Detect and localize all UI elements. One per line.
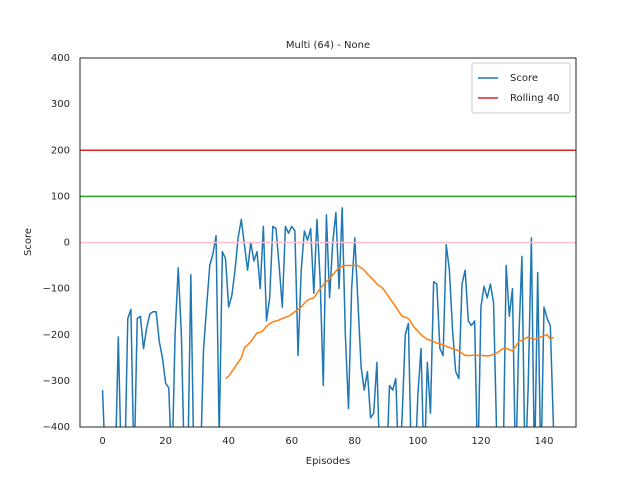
y-tick-label: 300 [51, 99, 70, 110]
data-line [101, 207, 555, 427]
x-axis-label: Episodes [306, 456, 350, 467]
y-tick-label: −300 [43, 376, 70, 387]
plot-area [80, 149, 576, 427]
x-tick-label: 140 [534, 436, 553, 447]
y-tick-label: 400 [51, 53, 70, 64]
y-tick-label: 100 [51, 191, 70, 202]
y-tick-label: −400 [43, 422, 70, 433]
y-tick-label: −200 [43, 330, 70, 341]
x-tick-label: 20 [159, 436, 172, 447]
y-tick-label: 200 [51, 145, 70, 156]
chart-title: Multi (64) - None [286, 40, 370, 51]
x-tick-label: 80 [348, 436, 361, 447]
data-line [225, 264, 554, 380]
legend-label: Rolling 40 [510, 93, 560, 104]
x-tick-label: 40 [222, 436, 235, 447]
y-axis-label: Score [23, 228, 34, 256]
y-tick-label: −100 [43, 284, 70, 295]
x-tick-label: 0 [99, 436, 105, 447]
x-tick-label: 100 [408, 436, 427, 447]
x-tick-label: 60 [285, 436, 298, 447]
legend-label: Score [510, 73, 538, 84]
axes-frame [79, 57, 577, 428]
y-tick-label: 0 [64, 238, 70, 249]
x-tick-label: 120 [471, 436, 490, 447]
legend-box [471, 62, 571, 114]
